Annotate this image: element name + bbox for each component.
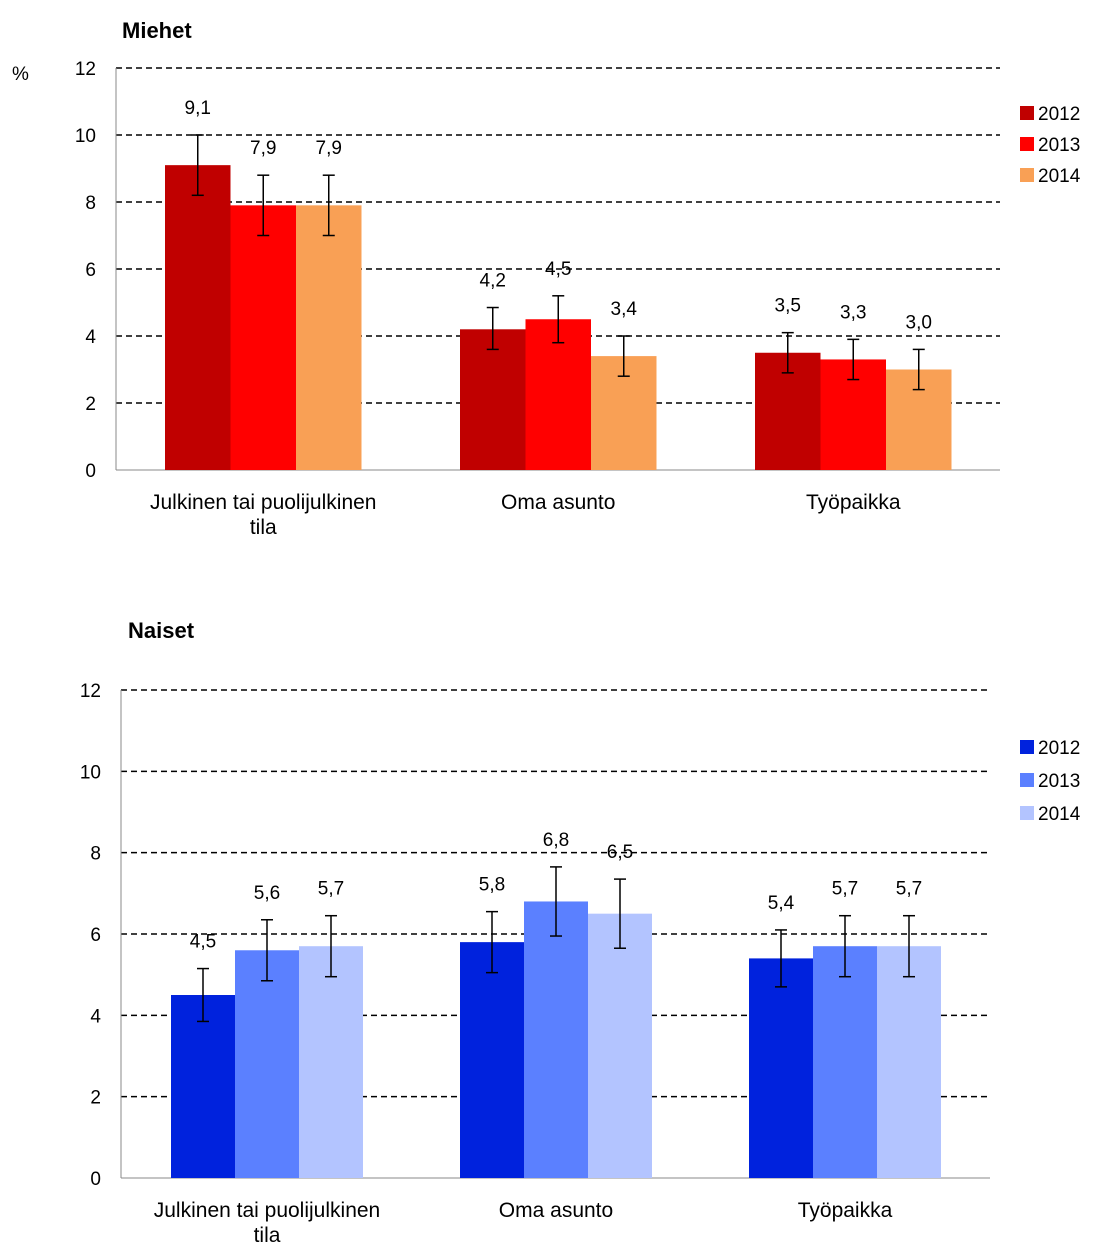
data-label: 5,4 bbox=[768, 893, 795, 914]
legend-label: 2013 bbox=[1038, 135, 1080, 156]
bar bbox=[813, 946, 877, 1178]
bar bbox=[235, 950, 299, 1178]
data-label: 3,3 bbox=[840, 302, 866, 323]
y-tick-label: 10 bbox=[75, 126, 96, 147]
legend-label: 2014 bbox=[1038, 804, 1081, 825]
y-tick-label: 12 bbox=[80, 681, 101, 702]
y-tick-label: 0 bbox=[85, 461, 96, 482]
data-label: 3,0 bbox=[906, 312, 932, 333]
bar bbox=[460, 942, 524, 1178]
legend-label: 2012 bbox=[1038, 738, 1080, 759]
x-category-label: tila bbox=[254, 1224, 281, 1247]
bar bbox=[525, 319, 591, 470]
y-tick-label: 6 bbox=[90, 925, 101, 946]
y-tick-label: 6 bbox=[85, 260, 96, 281]
chart-title: Naiset bbox=[128, 618, 195, 643]
x-category-label: Julkinen tai puolijulkinen bbox=[154, 1199, 380, 1222]
x-category-label: Oma asunto bbox=[501, 491, 615, 514]
y-tick-label: 8 bbox=[90, 844, 101, 865]
bar bbox=[877, 946, 941, 1178]
data-label: 9,1 bbox=[185, 98, 211, 119]
legend-swatch bbox=[1020, 137, 1034, 151]
legend-swatch bbox=[1020, 168, 1034, 182]
data-label: 5,7 bbox=[318, 879, 344, 900]
bar bbox=[588, 913, 652, 1178]
legend-swatch bbox=[1020, 773, 1034, 787]
bar bbox=[296, 205, 362, 470]
chart-miehet: Miehet% 0 2 4 6 8 10 12 9,1 4,2 3,5 7,9 4,5 3,3 7,9 3,4… bbox=[12, 18, 1081, 539]
bar bbox=[165, 165, 231, 470]
y-tick-label: 2 bbox=[85, 394, 96, 415]
y-tick-label: 4 bbox=[90, 1006, 101, 1027]
x-category-label: Työpaikka bbox=[806, 491, 901, 514]
bar bbox=[230, 205, 296, 470]
data-label: 3,4 bbox=[611, 299, 638, 320]
bar bbox=[171, 995, 235, 1178]
x-category-label: Julkinen tai puolijulkinen bbox=[150, 491, 376, 514]
data-label: 5,7 bbox=[832, 879, 858, 900]
y-tick-label: 4 bbox=[85, 327, 96, 348]
bar bbox=[749, 958, 813, 1178]
y-tick-label: 2 bbox=[90, 1088, 101, 1109]
y-tick-label: 8 bbox=[85, 193, 96, 214]
data-label: 7,9 bbox=[316, 138, 342, 159]
data-label: 4,5 bbox=[190, 932, 216, 953]
data-label: 4,2 bbox=[480, 271, 506, 292]
y-axis-label: % bbox=[12, 64, 29, 85]
chart-naiset: Naiset 0 2 4 6 8 10 12 4,5 5,8 5,4 5,6 6,8 5,7 5,7 6,5 5… bbox=[80, 618, 1081, 1247]
data-label: 6,5 bbox=[607, 842, 633, 863]
x-category-label: Työpaikka bbox=[798, 1199, 893, 1222]
data-label: 5,8 bbox=[479, 875, 505, 896]
y-tick-label: 10 bbox=[80, 762, 101, 783]
legend-swatch bbox=[1020, 106, 1034, 120]
data-label: 6,8 bbox=[543, 830, 569, 851]
legend-swatch bbox=[1020, 806, 1034, 820]
data-label: 3,5 bbox=[775, 296, 801, 317]
bar bbox=[460, 329, 526, 470]
legend-swatch bbox=[1020, 740, 1034, 754]
chart-title: Miehet bbox=[122, 18, 192, 43]
bar bbox=[299, 946, 363, 1178]
y-tick-label: 12 bbox=[75, 59, 96, 80]
legend-label: 2012 bbox=[1038, 104, 1080, 125]
data-label: 5,7 bbox=[896, 879, 922, 900]
bar bbox=[524, 901, 588, 1178]
data-label: 5,6 bbox=[254, 883, 280, 904]
legend-label: 2013 bbox=[1038, 771, 1080, 792]
y-tick-label: 0 bbox=[90, 1169, 101, 1190]
x-category-label: tila bbox=[250, 516, 277, 539]
legend-label: 2014 bbox=[1038, 166, 1081, 187]
data-label: 7,9 bbox=[250, 138, 276, 159]
x-category-label: Oma asunto bbox=[499, 1199, 613, 1222]
data-label: 4,5 bbox=[545, 259, 571, 280]
